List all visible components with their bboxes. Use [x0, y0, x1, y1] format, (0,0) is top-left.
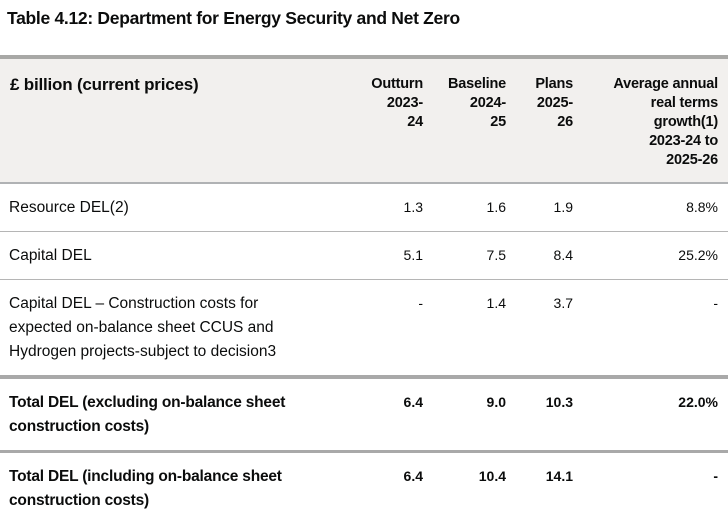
- cell-value: 3.7: [506, 279, 573, 379]
- row-label: Capital DEL – Construction costs for exp…: [0, 279, 345, 379]
- table-row-total-del-excluding: Total DEL (excluding on-balance sheet co…: [0, 377, 728, 453]
- table-header: £ billion (current prices) Outturn 2023-…: [0, 55, 728, 184]
- budget-table: £ billion (current prices) Outturn 2023-…: [0, 55, 728, 521]
- table-row-resource-del: Resource DEL(2) 1.3 1.6 1.9 8.8%: [0, 183, 728, 232]
- header-row-label: £ billion (current prices): [0, 55, 345, 184]
- table-row-capital-del: Capital DEL 5.1 7.5 8.4 25.2%: [0, 231, 728, 280]
- cell-value: 5.1: [345, 231, 423, 280]
- cell-value: 6.4: [345, 377, 423, 453]
- cell-value: 9.0: [423, 377, 506, 453]
- cell-value: 6.4: [345, 451, 423, 521]
- cell-value: 25.2%: [573, 231, 728, 280]
- cell-value: 8.4: [506, 231, 573, 280]
- cell-value: 1.4: [423, 279, 506, 379]
- cell-value: 1.3: [345, 183, 423, 232]
- table-row-capital-del-construction: Capital DEL – Construction costs for exp…: [0, 279, 728, 379]
- column-header-plans: Plans 2025- 26: [506, 55, 573, 184]
- table-row-total-del-including: Total DEL (including on-balance sheet co…: [0, 451, 728, 521]
- cell-value: 14.1: [506, 451, 573, 521]
- column-header-outturn: Outturn 2023- 24: [345, 55, 423, 184]
- column-header-baseline: Baseline 2024- 25: [423, 55, 506, 184]
- cell-value: 22.0%: [573, 377, 728, 453]
- table-title: Table 4.12: Department for Energy Securi…: [7, 8, 460, 28]
- header-row: £ billion (current prices) Outturn 2023-…: [0, 55, 728, 184]
- table-body: Resource DEL(2) 1.3 1.6 1.9 8.8% Capital…: [0, 183, 728, 521]
- cell-value: 10.4: [423, 451, 506, 521]
- cell-value: -: [573, 451, 728, 521]
- cell-value: 10.3: [506, 377, 573, 453]
- cell-value: -: [573, 279, 728, 379]
- cell-value: 8.8%: [573, 183, 728, 232]
- cell-value: -: [345, 279, 423, 379]
- row-label: Resource DEL(2): [0, 183, 345, 232]
- cell-value: 7.5: [423, 231, 506, 280]
- cell-value: 1.6: [423, 183, 506, 232]
- row-label: Capital DEL: [0, 231, 345, 280]
- row-label: Total DEL (excluding on-balance sheet co…: [0, 377, 345, 453]
- cell-value: 1.9: [506, 183, 573, 232]
- column-header-average-growth: Average annual real terms growth(1) 2023…: [573, 55, 728, 184]
- row-label: Total DEL (including on-balance sheet co…: [0, 451, 345, 521]
